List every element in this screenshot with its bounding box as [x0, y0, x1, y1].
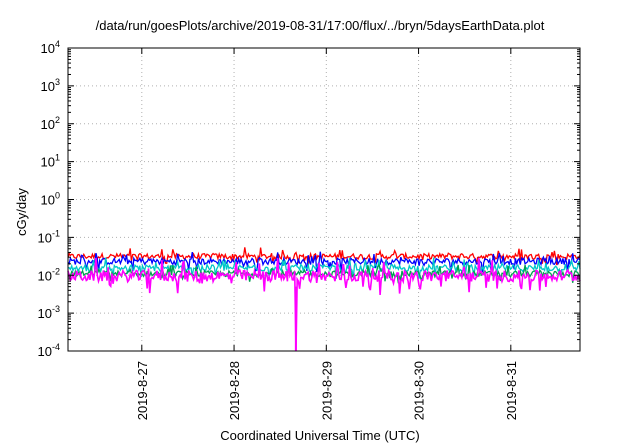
y-tick-label: 100	[41, 191, 60, 208]
x-axis-label: Coordinated Universal Time (UTC)	[220, 428, 420, 443]
y-tick-label: 104	[41, 39, 60, 56]
x-tick-label: 2019-8-30	[412, 361, 427, 420]
y-tick-label: 10-2	[38, 266, 60, 283]
series-group	[67, 247, 581, 352]
series-line	[67, 257, 581, 279]
series-line	[67, 247, 581, 266]
axes: 10-4 10-3 10-2 10-1 100 101 102 103 104 2019-8-27…	[38, 39, 581, 420]
x-tick-label: 2019-8-29	[319, 361, 334, 420]
y-tick-label: 103	[41, 77, 60, 94]
x-tick-label: 2019-8-28	[227, 361, 242, 420]
chart-title: /data/run/goesPlots/archive/2019-08-31/1…	[95, 18, 545, 33]
y-tick-label: 10-4	[38, 342, 60, 359]
y-tick-label: 102	[41, 115, 60, 132]
y-tick-label: 10-3	[38, 304, 60, 321]
series-line	[67, 258, 581, 352]
series-line	[67, 251, 581, 273]
grid	[68, 47, 580, 352]
x-tick-label: 2019-8-31	[504, 361, 519, 420]
y-tick-label: 10-1	[38, 228, 60, 245]
x-tick-label: 2019-8-27	[135, 361, 150, 420]
y-tick-label: 101	[41, 153, 60, 170]
